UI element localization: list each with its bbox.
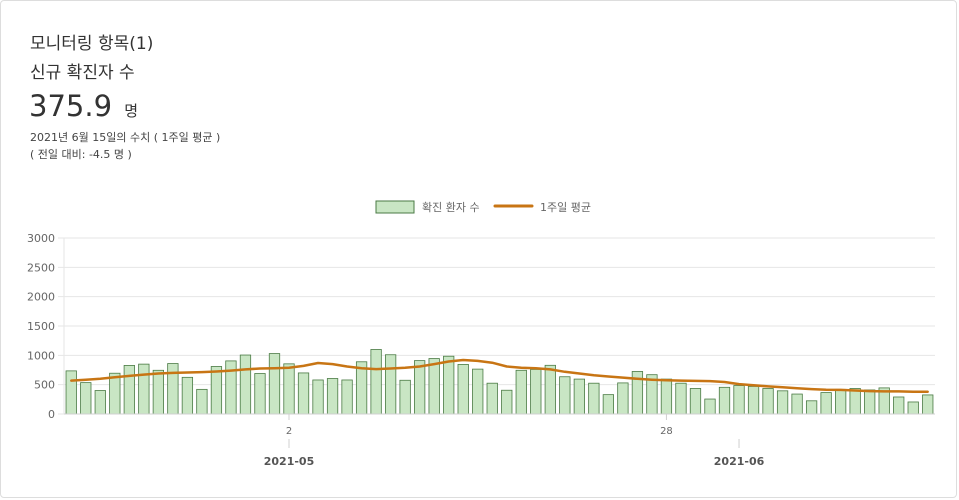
- x-day-tick-label: 28: [660, 426, 673, 437]
- bar: [776, 390, 789, 415]
- bar: [109, 372, 121, 415]
- bar: [181, 376, 194, 415]
- chart-legend[interactable]: 확진 환자 수 1주일 평균: [375, 200, 591, 214]
- x-axis: 2 28 2021-05 2021-06: [64, 413, 935, 468]
- bar: [399, 379, 411, 415]
- bar: [80, 382, 92, 415]
- date-note: 2021년 6월 15일의 수치 ( 1주일 평균 ): [30, 131, 221, 144]
- bar: [530, 369, 542, 415]
- bar-series: [65, 349, 934, 415]
- bar: [501, 389, 513, 415]
- bar: [326, 378, 339, 415]
- bar: [341, 379, 353, 415]
- current-value-number: 375.9: [29, 89, 113, 123]
- bar: [370, 349, 382, 415]
- bar: [65, 370, 77, 415]
- current-value-unit: 명: [124, 102, 139, 120]
- bar: [123, 365, 135, 415]
- bar: [312, 379, 324, 415]
- bar: [225, 360, 237, 415]
- y-tick-label: 3000: [27, 232, 55, 245]
- bar: [588, 382, 600, 415]
- bar: [805, 400, 818, 415]
- bar: [457, 364, 469, 415]
- y-axis: 0 500 1000 1500 2000 2500 3000: [27, 232, 55, 421]
- legend-label-line: 1주일 평균: [540, 200, 591, 214]
- bar: [660, 378, 673, 415]
- y-tick-label: 500: [34, 379, 55, 392]
- bar: [907, 401, 919, 415]
- average-line: [70, 358, 929, 394]
- bar: [254, 373, 266, 415]
- y-tick-label: 0: [48, 408, 55, 421]
- bar: [602, 394, 615, 415]
- bar: [152, 369, 164, 415]
- bar: [675, 382, 687, 415]
- legend-label-bars: 확진 환자 수: [422, 201, 480, 214]
- bar: [689, 388, 702, 415]
- y-tick-label: 2500: [27, 261, 55, 274]
- bar: [559, 376, 571, 415]
- y-tick-label: 1500: [27, 320, 55, 333]
- bar: [617, 382, 629, 415]
- bar: [864, 389, 876, 415]
- bar: [472, 368, 484, 415]
- bar: [486, 382, 498, 415]
- bar: [210, 366, 223, 415]
- bar: [791, 393, 803, 415]
- y-tick-label: 1000: [27, 349, 55, 362]
- bar: [268, 353, 281, 415]
- card-title: 모니터링 항목(1): [30, 34, 154, 54]
- cases-chart: 확진 환자 수 1주일 평균 050010001500200025003000 …: [27, 200, 935, 468]
- bar: [747, 386, 760, 415]
- bar: [835, 388, 847, 415]
- x-month-tick-label: 2021-06: [714, 455, 765, 468]
- bar: [893, 396, 905, 415]
- legend-swatch-bars: [375, 200, 415, 214]
- bar: [573, 378, 585, 415]
- current-value: 375.9 명: [29, 89, 138, 123]
- bar: [718, 386, 731, 415]
- bar: [544, 364, 556, 415]
- bar: [196, 388, 208, 415]
- bar: [283, 363, 295, 415]
- card-subtitle: 신규 확진자 수: [30, 63, 135, 83]
- bar: [239, 354, 252, 415]
- bar: [922, 394, 934, 415]
- bar: [515, 369, 527, 415]
- bar: [94, 390, 106, 415]
- bar: [414, 360, 426, 415]
- x-month-tick-label: 2021-05: [264, 455, 315, 468]
- x-day-tick-label: 2: [286, 426, 292, 437]
- bar: [762, 388, 774, 415]
- bar: [443, 355, 455, 415]
- bar: [138, 363, 150, 415]
- bar: [297, 372, 310, 415]
- bar: [167, 363, 179, 415]
- bar: [849, 388, 861, 415]
- bar: [384, 354, 397, 415]
- change-note: ( 전일 대비: -4.5 명 ): [30, 148, 132, 161]
- average-line-series: [70, 358, 929, 394]
- bar: [820, 392, 832, 415]
- bar: [733, 385, 745, 415]
- bar: [428, 358, 440, 415]
- bar: [704, 398, 716, 415]
- y-tick-label: 2000: [27, 291, 55, 304]
